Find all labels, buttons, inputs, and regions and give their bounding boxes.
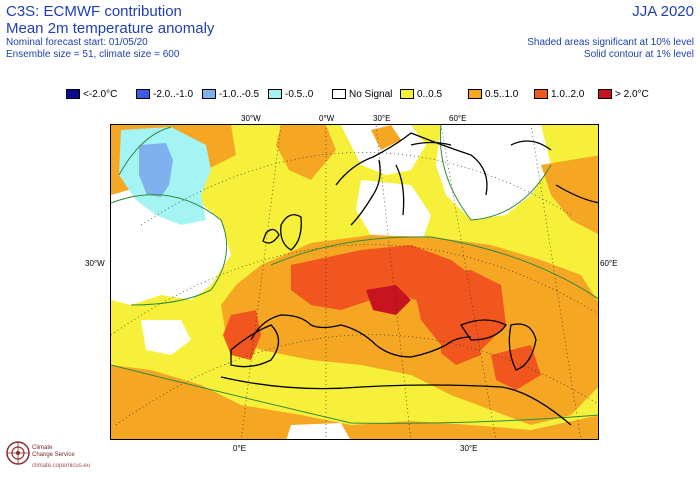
contour-note: Solid contour at 1% level — [583, 49, 694, 60]
shaded-note: Shaded areas significant at 10% level — [527, 37, 694, 48]
label-top-60e: 60°E — [449, 114, 467, 123]
anomaly-map — [110, 124, 599, 440]
legend-swatch — [534, 89, 548, 99]
region-nosignal-northeast — [436, 125, 551, 220]
legend-swatch — [468, 89, 482, 99]
legend-label: 1.0..2.0 — [551, 88, 585, 100]
logo-text: Climate Change Service climate.copernicu… — [32, 445, 90, 470]
legend-label: -0.5..0 — [285, 88, 314, 100]
color-legend: <-2.0°C -2.0..-1.0 -1.0..-0.5 -0.5..0 No… — [66, 88, 666, 100]
legend-item-lt-minus2: <-2.0°C — [66, 88, 117, 100]
label-top-30w: 30°W — [241, 114, 261, 123]
nominal-start: Nominal forecast start: 01/05/20 — [6, 37, 148, 48]
legend-item-minus1-minus05: -1.0..-0.5 — [202, 88, 259, 100]
significance-contours — [111, 125, 598, 424]
region-orange-norway-coast — [371, 125, 401, 150]
legend-item-1-2: 1.0..2.0 — [534, 88, 584, 100]
region-nosignal-scandinavia — [356, 180, 431, 250]
legend-label: No Signal — [349, 88, 393, 100]
label-top-0w: 0°W — [319, 114, 335, 123]
label-bottom-0e: 0°E — [233, 444, 246, 453]
legend-swatch — [202, 89, 216, 99]
header-left: C3S: ECMWF contribution Mean 2m temperat… — [6, 3, 214, 61]
region-red-black-sea — [441, 330, 481, 365]
legend-item-0-05: 0..0.5 — [400, 88, 442, 100]
title-main: C3S: ECMWF contribution — [6, 3, 182, 20]
legend-swatch — [66, 89, 80, 99]
label-right-60e: 60°E — [600, 259, 618, 268]
legend-item-minus2-minus1: -2.0..-1.0 — [136, 88, 193, 100]
legend-label: 0..0.5 — [417, 88, 443, 100]
region-blue-northwest — [139, 143, 173, 197]
region-orange-africa — [111, 365, 598, 439]
region-red-eastern-europe — [411, 270, 506, 350]
legend-item-minus05-0: -0.5..0 — [268, 88, 313, 100]
legend-label: -1.0..-0.5 — [219, 88, 260, 100]
region-nosignal-atlantic-south — [141, 320, 191, 355]
region-nosignal-sahara — [286, 423, 350, 439]
legend-item-gt-2: > 2.0°C — [598, 88, 649, 100]
legend-item-05-1: 0.5..1.0 — [468, 88, 518, 100]
label-top-30e: 30°E — [373, 114, 391, 123]
legend-swatch — [136, 89, 150, 99]
copernicus-emblem-icon — [6, 441, 30, 465]
ensemble-size: Ensemble size = 51, climate size = 600 — [6, 49, 180, 60]
legend-label: -2.0..-1.0 — [153, 88, 194, 100]
legend-label: 0.5..1.0 — [485, 88, 519, 100]
logo-line2: Change Service — [32, 452, 75, 458]
label-bottom-30e: 30°E — [460, 444, 478, 453]
legend-label: > 2.0°C — [615, 88, 649, 100]
title-variable: Mean 2m temperature anomaly — [6, 20, 215, 37]
header-right: JJA 2020 Shaded areas significant at 10%… — [527, 3, 694, 61]
logo-line3: climate.copernicus.eu — [32, 463, 91, 469]
legend-swatch — [268, 89, 282, 99]
legend-swatch — [332, 89, 346, 99]
region-orange-north-atlantic — [276, 125, 336, 180]
map-canvas — [111, 125, 598, 439]
coastlines — [220, 132, 598, 426]
logo-line1: Climate — [32, 445, 53, 451]
legend-swatch — [598, 89, 612, 99]
period-title: JJA 2020 — [632, 3, 694, 20]
label-left-30w: 30°W — [85, 259, 105, 268]
legend-item-no-signal: No Signal — [332, 88, 392, 100]
legend-swatch — [400, 89, 414, 99]
legend-label: <-2.0°C — [83, 88, 118, 100]
region-red-iberia — [223, 310, 261, 360]
copernicus-logo: Climate Change Service climate.copernicu… — [5, 437, 115, 475]
region-darkred-core — [366, 285, 411, 315]
region-red-caspian — [491, 345, 541, 390]
region-orange-siberia — [541, 155, 598, 234]
